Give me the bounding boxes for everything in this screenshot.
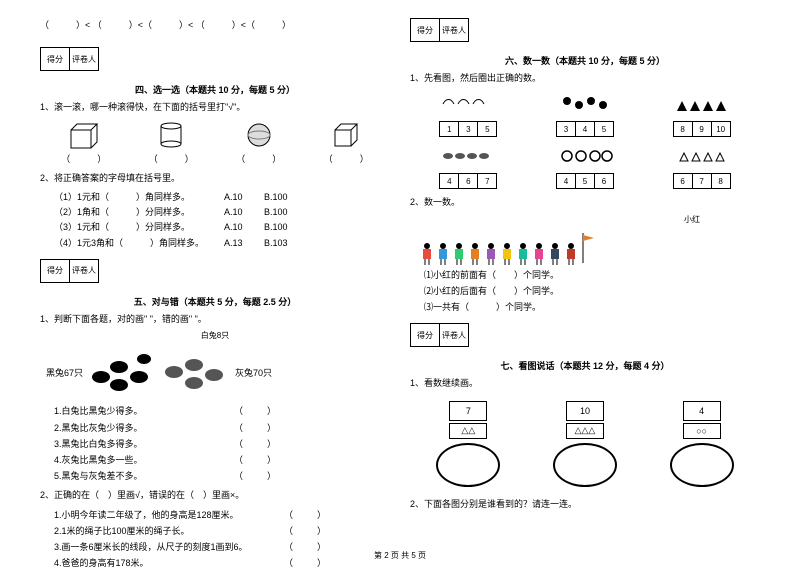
tf-item: 2.1米的绳子比100厘米的绳子长。（ ） [54,523,390,539]
page-footer: 第 2 页 共 5 页 [0,550,800,561]
option-row: （1）1元和（ ）角同样多。A.10B.100 [54,190,390,205]
number-choice-box: 467 [439,173,497,189]
kid-icon [532,241,546,265]
q5-2: 2、正确的在（ ）里画√，错误的在（ ）里画×。 [40,488,390,502]
kid-icon [420,241,434,265]
shape-cylinder: （ ） [149,120,194,165]
black-rabbit-label: 黑兔67只 [46,366,83,379]
score-label: 得分 [411,19,440,41]
shape-sphere: （ ） [236,120,281,165]
number-box: 4 [683,401,721,421]
shapes-row: （ ） （ ） （ ） （ ） [40,120,390,165]
fill-line: ⑴小红的前面有（ ）个同学。 [424,267,760,283]
kid-icon [452,241,466,265]
q5-1: 1、判断下面各题，对的画" "，错的画" "。 [40,312,390,326]
tf-item: 5.黑兔与灰兔差不多。（ ） [54,468,390,484]
kid-icon [500,241,514,265]
draw-oval [436,443,500,487]
tf-item: 2.黑兔比灰兔少得多。（ ） [54,420,390,436]
q6-2: 2、数一数。 [410,195,760,209]
score-box-7: 得分 评卷人 [410,323,469,347]
tf-item: 3.黑兔比白兔多得多。（ ） [54,436,390,452]
shape-label: （ ） [61,152,106,165]
story-item: 10 △△△ [553,401,617,487]
fill-line: ⑶一共有（ ）个同学。 [424,299,760,315]
q7-1: 1、看数继续画。 [410,376,760,390]
section-7-title: 七、看图说话（本题共 12 分，每题 4 分） [410,359,760,372]
number-box: 7 [449,401,487,421]
section-4-title: 四、选一选（本题共 10 分，每题 5 分） [40,83,390,96]
gray-rabbits-icon [159,347,229,397]
symbol-box: ○○ [683,423,721,439]
number-choice-box: 678 [673,173,731,189]
q7-2: 2、下面各图分别是谁看到的？请连一连。 [410,497,760,511]
kid-icon [484,241,498,265]
count-item: 345 [555,91,615,137]
score-label: 得分 [411,324,440,346]
score-box-4: 得分 评卷人 [40,47,99,71]
symbol-box: △△ [449,423,487,439]
score-box-5: 得分 评卷人 [40,259,99,283]
draw-oval [553,443,617,487]
kid-icon [468,241,482,265]
number-choice-box: 456 [556,173,614,189]
story-item: 7 △△ [436,401,500,487]
tf-item: 4.灰兔比黑兔多一些。（ ） [54,452,390,468]
black-rabbits-icon [89,347,159,397]
number-choice-box: 135 [439,121,497,137]
q6-1: 1、先看图，然后圈出正确的数。 [410,71,760,85]
kid-icon [564,241,578,265]
grader-label: 评卷人 [440,19,468,41]
fill-line: ⑵小红的后面有（ ）个同学。 [424,283,760,299]
tf-item: 1.白兔比黑兔少得多。（ ） [54,403,390,419]
score-box-6: 得分 评卷人 [410,18,469,42]
count-item: 135 [438,91,498,137]
flag-icon [580,233,596,265]
draw-oval [670,443,734,487]
count-item: 456 [555,143,615,189]
shape-cube: （ ） [324,120,369,165]
section-5-title: 五、对与错（本题共 5 分，每题 2.5 分） [40,295,390,308]
shape-cuboid: （ ） [61,120,106,165]
story-item: 4 ○○ [670,401,734,487]
number-choice-box: 345 [556,121,614,137]
grader-label: 评卷人 [70,48,98,70]
symbol-box: △△△ [566,423,604,439]
tf-item: 1.小明今年读二年级了，他的身高是128厘米。（ ） [54,507,390,523]
gray-rabbit-label: 灰兔70只 [235,366,272,379]
kid-icon [516,241,530,265]
shape-label: （ ） [149,152,194,165]
q4-2: 2、将正确答案的字母填在括号里。 [40,171,390,185]
inequality-line: （ ）< （ ）<（ ）< （ ）<（ ） [40,18,390,31]
section-6-title: 六、数一数（本题共 10 分，每题 5 分） [410,54,760,67]
kid-icon [548,241,562,265]
count-item: 467 [438,143,498,189]
q4-1: 1、滚一滚，哪一种滚得快，在下面的括号里打"√"。 [40,100,390,114]
score-label: 得分 [41,48,70,70]
option-row: （2）1角和（ ）分同样多。A.10B.100 [54,205,390,220]
kid-icon [436,241,450,265]
option-row: （4）1元3角和（ ）角同样多。A.13B.103 [54,236,390,251]
number-choice-box: 8910 [673,121,731,137]
score-label: 得分 [41,260,70,282]
xiaohong-label: 小红 [414,214,760,225]
count-item: 8910 [672,91,732,137]
count-item: 678 [672,143,732,189]
white-rabbit-label: 白兔8只 [40,330,390,341]
grader-label: 评卷人 [440,324,468,346]
shape-label: （ ） [236,152,281,165]
option-row: （3）1元和（ ）分同样多。A.10B.100 [54,220,390,235]
grader-label: 评卷人 [70,260,98,282]
shape-label: （ ） [324,152,369,165]
number-box: 10 [566,401,604,421]
